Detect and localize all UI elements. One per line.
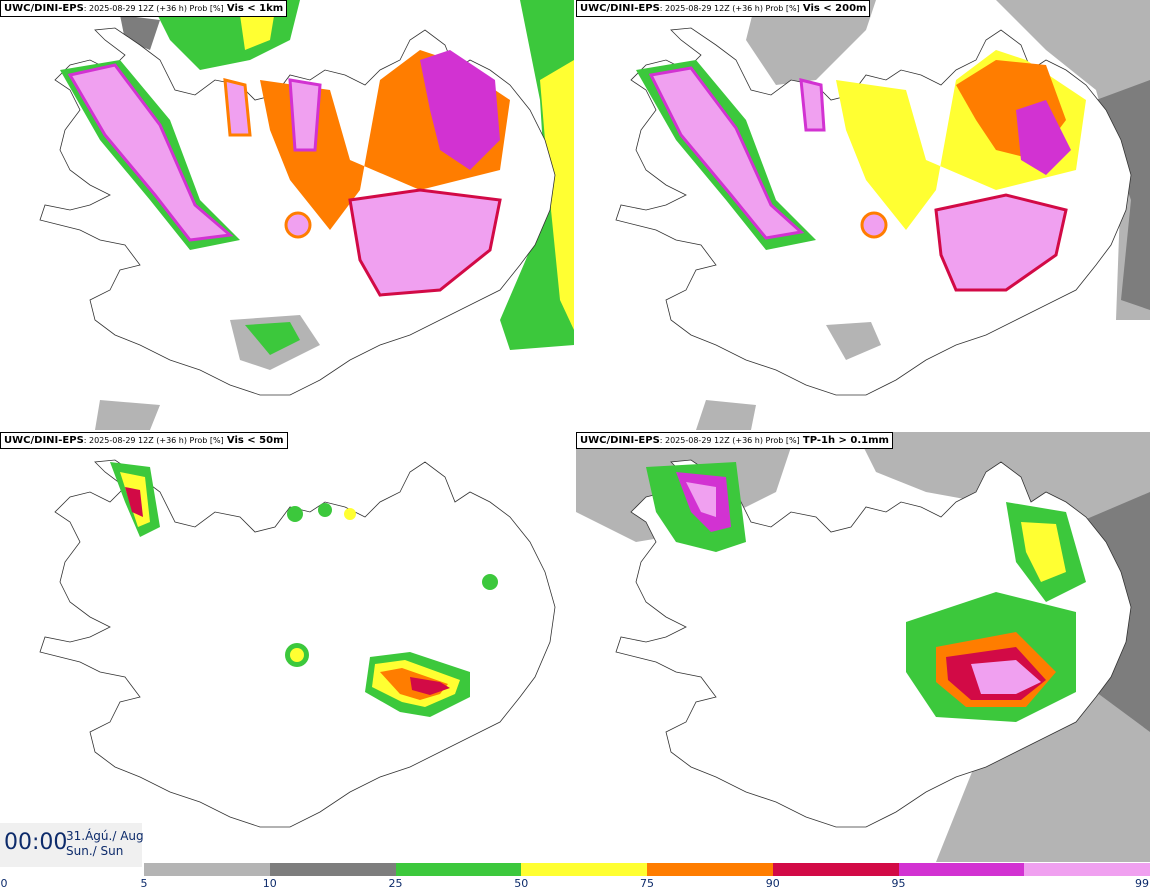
panel-title: UWC/DINI-EPS: 2025-08-29 12Z (+36 h) Pro… — [576, 0, 871, 17]
map-panel-vis-1km: UWC/DINI-EPS: 2025-08-29 12Z (+36 h) Pro… — [0, 0, 574, 430]
colorbar-segment — [144, 863, 270, 876]
colorbar-tick-label: 75 — [640, 877, 654, 890]
map-panel-tp-1h: UWC/DINI-EPS: 2025-08-29 12Z (+36 h) Pro… — [576, 432, 1150, 862]
field-red — [410, 677, 450, 695]
field-gray — [826, 322, 881, 360]
map-tp-1h — [576, 432, 1150, 862]
colorbar-tick-label: 95 — [891, 877, 906, 890]
field-magenta — [420, 50, 500, 170]
field-yellow — [1021, 522, 1066, 582]
field-pink — [223, 78, 252, 137]
field-gray — [95, 400, 160, 430]
colorbar-segment — [1024, 863, 1150, 876]
colorbar-tick-label: 5 — [140, 877, 148, 890]
field-green — [482, 574, 498, 590]
colorbar-segment — [269, 863, 396, 876]
colorbar-segment — [772, 863, 899, 876]
field-gray — [996, 0, 1150, 320]
valid-time: 00:00 — [4, 830, 68, 855]
colorbar-tick-label: 10 — [262, 877, 277, 890]
field-pink — [971, 660, 1041, 694]
map-panel-vis-50m: UWC/DINI-EPS: 2025-08-29 12Z (+36 h) Pro… — [0, 432, 574, 862]
field-pink — [348, 188, 502, 297]
colorbar-tick-label: 0 — [0, 877, 8, 890]
panel-title: UWC/DINI-EPS: 2025-08-29 12Z (+36 h) Pro… — [0, 432, 288, 449]
panel-title: UWC/DINI-EPS: 2025-08-29 12Z (+36 h) Pro… — [0, 0, 288, 17]
colorbar-tick-label: 99 — [1135, 877, 1149, 890]
field-yellow — [290, 648, 304, 662]
colorbar-segment — [395, 863, 522, 876]
valid-time-box — [0, 823, 142, 867]
map-vis-1km — [39, 0, 574, 430]
valid-date: 31.Ágú./ Aug Sun./ Sun — [66, 829, 144, 859]
colorbar-segment — [521, 863, 647, 876]
field-pink — [67, 63, 234, 242]
field-red — [125, 487, 143, 517]
panel-title: UWC/DINI-EPS: 2025-08-29 12Z (+36 h) Pro… — [576, 432, 893, 449]
colorbar-segment — [898, 863, 1025, 876]
field-magenta — [1016, 100, 1071, 175]
colorbar-tick-label: 90 — [765, 877, 780, 890]
valid-date-line2: Sun./ Sun — [66, 844, 124, 858]
field-pink — [648, 66, 805, 240]
field-pink — [284, 211, 312, 239]
field-gray — [696, 400, 756, 430]
field-yellow — [540, 60, 574, 330]
field-yellow — [240, 10, 275, 50]
field-green — [287, 506, 303, 522]
map-panel-vis-200m: UWC/DINI-EPS: 2025-08-29 12Z (+36 h) Pro… — [576, 0, 1150, 430]
map-vis-50m — [39, 459, 556, 828]
colorbar-tick-label: 25 — [388, 877, 403, 890]
colorbar-tick-label: 50 — [514, 877, 529, 890]
field-yellow — [344, 508, 356, 520]
field-green — [245, 322, 300, 355]
field-pink — [799, 78, 826, 132]
field-pink — [934, 193, 1068, 292]
valid-date-line1: 31.Ágú./ Aug — [66, 829, 144, 843]
field-pink — [686, 482, 716, 517]
field-pink — [288, 78, 322, 152]
colorbar — [144, 863, 1150, 876]
field-gray — [746, 0, 876, 85]
colorbar-segment — [647, 863, 773, 876]
map-vis-200m — [615, 0, 1150, 430]
field-pink — [860, 211, 888, 239]
field-green — [318, 503, 332, 517]
